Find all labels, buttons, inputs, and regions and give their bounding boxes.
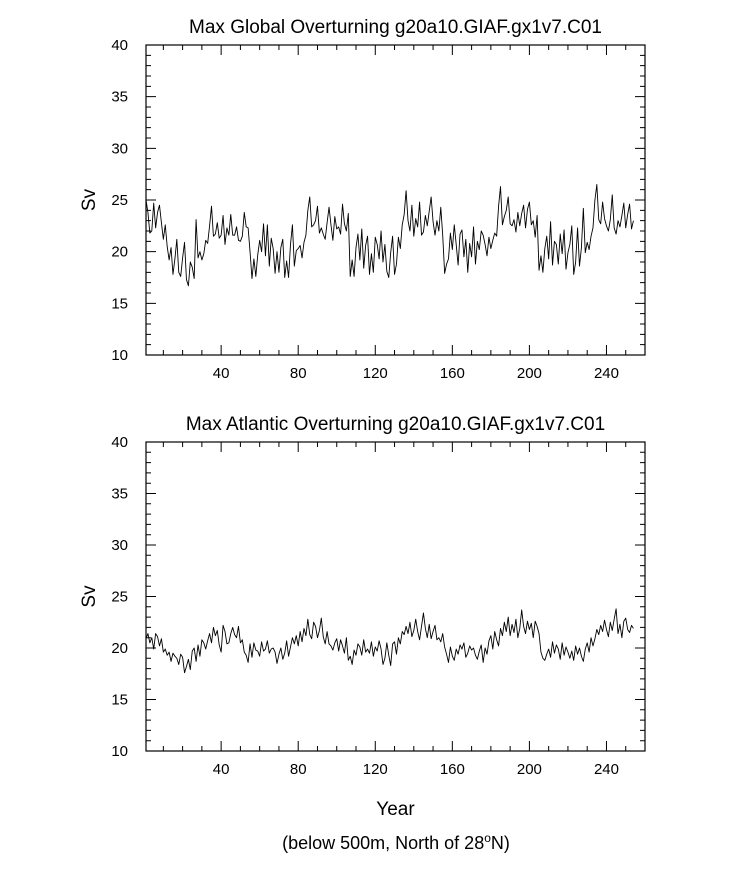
global-x-tick-label-240: 240: [594, 365, 619, 382]
atlantic-y-tick-label-15: 15: [111, 692, 128, 709]
atlantic-chart-title: Max Atlantic Overturning g20a10.GIAF.gx1…: [186, 414, 605, 435]
atlantic-series-line-0: [145, 608, 634, 674]
atlantic-x-tick-label-120: 120: [363, 761, 388, 778]
atlantic-minor-ticks: [146, 442, 645, 751]
global-overturning-panel: Max Global Overturning g20a10.GIAF.gx1v7…: [79, 17, 646, 382]
global-x-tick-label-40: 40: [213, 365, 230, 382]
global-x-tick-label-160: 160: [440, 365, 465, 382]
atlantic-y-tick-label-30: 30: [111, 537, 128, 554]
global-y-tick-label-10: 10: [111, 347, 128, 364]
global-y-tick-label-15: 15: [111, 295, 128, 312]
atlantic-x-tick-label-40: 40: [213, 761, 230, 778]
global-x-tick-label-80: 80: [290, 365, 307, 382]
atlantic-x-tick-label-160: 160: [440, 761, 465, 778]
global-y-tick-label-40: 40: [111, 37, 128, 54]
atlantic-y-tick-label-20: 20: [111, 640, 128, 657]
global-y-tick-label-30: 30: [111, 140, 128, 157]
global-chart-title: Max Global Overturning g20a10.GIAF.gx1v7…: [189, 17, 602, 38]
global-x-tick-label-200: 200: [517, 365, 542, 382]
global-y-tick-label-25: 25: [111, 192, 128, 209]
atlantic-y-tick-label-35: 35: [111, 486, 128, 503]
global-x-tick-label-120: 120: [363, 365, 388, 382]
atlantic-x-tick-label-80: 80: [290, 761, 307, 778]
global-y-tick-label-35: 35: [111, 89, 128, 106]
atlantic-overturning-panel: Max Atlantic Overturning g20a10.GIAF.gx1…: [79, 414, 646, 820]
atlantic-y-tick-label-40: 40: [111, 434, 128, 451]
global-minor-ticks: [146, 45, 645, 355]
atlantic-x-tick-label-240: 240: [594, 761, 619, 778]
atlantic-x-tick-label-200: 200: [517, 761, 542, 778]
global-y-tick-label-20: 20: [111, 244, 128, 261]
atlantic-y-tick-label-25: 25: [111, 589, 128, 606]
atlantic-plot-frame: [145, 441, 646, 752]
atlantic-y-tick-label-10: 10: [111, 743, 128, 760]
figure-caption: (below 500m, North of 28oN): [282, 831, 510, 853]
atlantic-y-axis-label: Sv: [79, 585, 100, 608]
global-plot-frame: [145, 44, 646, 356]
atlantic-x-axis-label: Year: [376, 799, 415, 820]
global-series-line-0: [145, 184, 634, 287]
global-y-axis-label: Sv: [79, 188, 100, 211]
